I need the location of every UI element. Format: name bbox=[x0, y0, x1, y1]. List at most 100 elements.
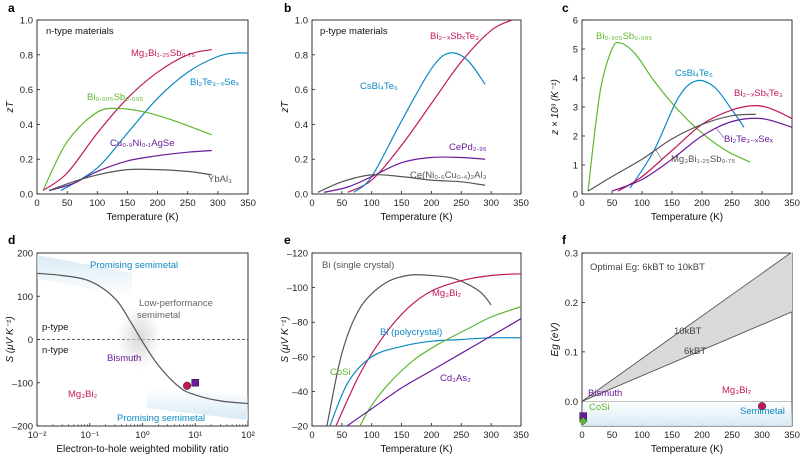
y-tick-label: 1.0 bbox=[295, 16, 308, 27]
x-tick-label: 100 bbox=[89, 198, 105, 209]
x-tick-label: 0 bbox=[579, 198, 584, 209]
semimetal-region bbox=[582, 401, 792, 426]
y-tick-label: –60 bbox=[292, 352, 308, 363]
y-tick-label: 0.2 bbox=[565, 298, 578, 309]
x-tick-label: 50 bbox=[337, 430, 348, 441]
annotation-label: 6kBT bbox=[684, 346, 706, 357]
plot-frame bbox=[311, 19, 522, 195]
y-tick-label: 0.4 bbox=[295, 120, 308, 131]
x-tick-label: 150 bbox=[394, 430, 410, 441]
x-tick-label: 200 bbox=[150, 198, 166, 209]
x-axis-label: Temperature (K) bbox=[651, 444, 723, 455]
series-line-bi2-xsbxte3 bbox=[617, 104, 792, 192]
y-tick-label: 0.8 bbox=[20, 50, 33, 61]
y-axis-label: zT bbox=[280, 101, 291, 114]
panel-letter: f bbox=[562, 233, 567, 247]
x-tick-label: 150 bbox=[664, 430, 680, 441]
y-tick-label: 0.4 bbox=[20, 120, 33, 131]
y-tick-label: 0.0 bbox=[565, 397, 578, 408]
series-line-ybal3 bbox=[48, 168, 212, 192]
y-tick-label: 0.1 bbox=[565, 347, 578, 358]
y-tick-label: –80 bbox=[292, 318, 308, 329]
series-line-bi2te3-xsex bbox=[611, 117, 792, 192]
annotation-label: Mg₃Bi₂ bbox=[722, 385, 752, 396]
panel-c: c 0 50 100 150 200 250 300 350 0 1 2 3 4 5 6 Temperature… bbox=[550, 1, 800, 223]
y-tick-label: –40 bbox=[292, 387, 308, 398]
annotation-label: n-type bbox=[42, 345, 68, 356]
x-tick-label: 350 bbox=[240, 198, 256, 209]
annotation-label: YbAl₃ bbox=[208, 174, 232, 185]
x-tick-label: 300 bbox=[483, 430, 499, 441]
x-tick-label: 10² bbox=[241, 430, 255, 441]
plot-frame bbox=[36, 19, 249, 195]
series-line-cepd2-95 bbox=[323, 156, 486, 193]
y-tick-label: 3 bbox=[573, 103, 578, 114]
x-tick-label: 0 bbox=[309, 198, 314, 209]
annotation-label: CsBi₄Te₆ bbox=[675, 68, 713, 79]
series-line-bi2te3-xsex bbox=[60, 52, 248, 192]
series-line-10kbt bbox=[582, 253, 792, 402]
annotation-label: Promising semimetal bbox=[117, 413, 205, 424]
x-axis-label: Temperature (K) bbox=[651, 212, 723, 223]
annotation-label: Bi (polycrystal) bbox=[380, 327, 442, 338]
annotation-label: Bismuth bbox=[107, 353, 141, 364]
panel-b: b 0 50 100 150 200 250 300 350 0.0 0.2 0.4 0.6 0.8 1.0… bbox=[280, 1, 529, 223]
panel-a: a 0 50 100 150 200 250 300 350 0.0 0.2 0.4 0.6 0.8 1.0… bbox=[5, 1, 256, 223]
x-tick-label: 200 bbox=[423, 198, 439, 209]
x-tick-label: 300 bbox=[754, 198, 770, 209]
x-tick-label: 300 bbox=[210, 198, 226, 209]
annotation-label: Bi₂₋ₓSbₓTe₃ bbox=[430, 31, 479, 42]
y-tick-label: 4 bbox=[573, 74, 578, 85]
annotation-label: Semimetal bbox=[740, 406, 785, 417]
x-tick-label: 350 bbox=[513, 198, 529, 209]
panel-letter: d bbox=[8, 233, 15, 247]
x-tick-label: 50 bbox=[607, 198, 618, 209]
series-line-6kbt bbox=[582, 311, 792, 402]
annotation-label: Optimal Eg: 6kBT to 10kBT bbox=[590, 262, 705, 273]
x-tick-label: 350 bbox=[784, 198, 800, 209]
y-tick-label: 6 bbox=[573, 16, 578, 27]
promising-region-top bbox=[37, 255, 132, 297]
y-tick-label: 0.2 bbox=[295, 155, 308, 166]
series-line-s-curve bbox=[37, 272, 248, 405]
y-tick-label: 0.0 bbox=[295, 190, 308, 201]
series-line-bi0-905sb0-095 bbox=[587, 41, 751, 192]
x-tick-label: 250 bbox=[453, 198, 469, 209]
x-axis-label: Temperature (K) bbox=[380, 212, 452, 223]
annotation-label: 10kBT bbox=[674, 326, 702, 337]
annotation-label: p-type materials bbox=[320, 26, 388, 37]
y-tick-label: 0 bbox=[573, 190, 578, 201]
annotation-label: CoSi bbox=[330, 367, 351, 378]
series-line-bi2-xsbxte3 bbox=[347, 20, 513, 193]
x-tick-label: 10⁻² bbox=[28, 430, 47, 441]
annotation-label: CePd₂.₉₅ bbox=[449, 142, 487, 153]
series-line-ce-ni0-6cu0-4-2al3 bbox=[317, 174, 486, 193]
y-axis-label: S (μV K⁻¹) bbox=[5, 316, 16, 362]
annotation-label: Bi₂Te₃₋ₓSeₓ bbox=[724, 134, 774, 145]
annotation-label: Bi₂₋ₓSbₓTe₃ bbox=[734, 88, 783, 99]
x-tick-label: 300 bbox=[754, 430, 770, 441]
y-tick-label: –20 bbox=[292, 422, 308, 433]
annotation-label: semimetal bbox=[137, 310, 180, 321]
series-line-mg3bi1-25sb0-75 bbox=[42, 49, 212, 191]
y-tick-label: 5 bbox=[573, 45, 578, 56]
series-line-mg3bi2 bbox=[335, 273, 521, 426]
annotation-label: Mg₃Bi₁.₂₅Sb₀.₇₅ bbox=[131, 48, 195, 59]
annotation-label: CsBi₄Te₆ bbox=[360, 81, 398, 92]
annotation-label: Mg₃Bi₂ bbox=[68, 389, 98, 400]
x-tick-label: 300 bbox=[483, 198, 499, 209]
x-tick-label: 0 bbox=[309, 430, 314, 441]
panel-d: d 10⁻² 10⁻¹ 10⁰ 10¹ 10² 200 100 0 –100 –200 Electro… bbox=[5, 233, 255, 455]
point-bismuth bbox=[191, 379, 199, 387]
x-tick-label: 200 bbox=[694, 430, 710, 441]
annotation-label: Low-performance bbox=[139, 298, 213, 309]
x-tick-label: 50 bbox=[62, 198, 73, 209]
x-tick-label: 10⁻¹ bbox=[80, 430, 99, 441]
y-axis-label: zT bbox=[5, 101, 16, 114]
optimal-gap-area bbox=[582, 252, 792, 402]
x-tick-label: 100 bbox=[634, 198, 650, 209]
y-tick-label: –100 bbox=[287, 283, 308, 294]
x-tick-label: 150 bbox=[394, 198, 410, 209]
x-tick-label: 10⁰ bbox=[135, 430, 150, 441]
